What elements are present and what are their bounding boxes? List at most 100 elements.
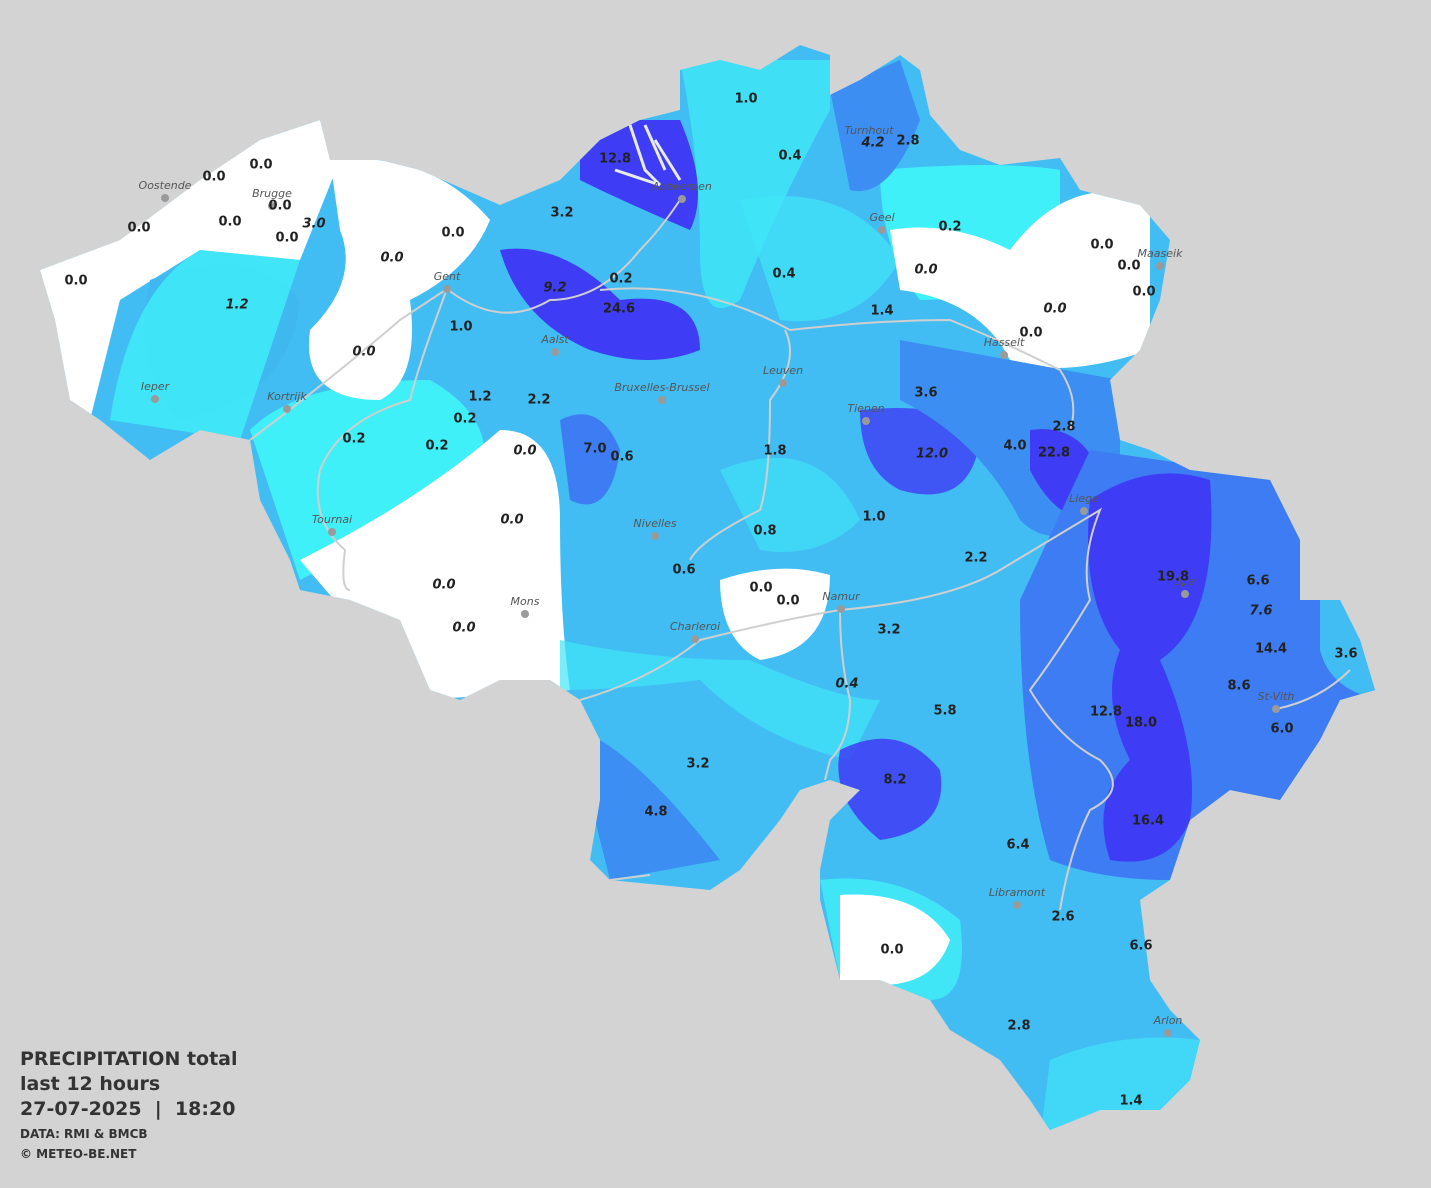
city-dot: [283, 405, 291, 413]
station-value: 2.6: [1051, 910, 1074, 925]
city-label: Ieper: [141, 380, 171, 393]
city-label: Liege: [1069, 492, 1099, 505]
city-dot: [651, 532, 659, 540]
city-label: Kortrijk: [267, 390, 307, 403]
city-label: Namur: [822, 590, 861, 603]
harbour: [614, 124, 682, 187]
station-value: 3.2: [686, 757, 709, 772]
station-value: 4.8: [644, 805, 667, 820]
station-value: 19.8: [1157, 570, 1189, 585]
station-value: 1.2: [468, 390, 491, 405]
city-dot: [268, 202, 276, 210]
station-value: 2.2: [964, 551, 987, 566]
station-value: 0.6: [672, 563, 695, 578]
station-value: 0.0: [275, 231, 298, 246]
city-dot: [151, 395, 159, 403]
city-dot: [862, 417, 870, 425]
station-value: 6.0: [1270, 722, 1293, 737]
station-value: 4.0: [1003, 439, 1026, 454]
station-value: 3.6: [1334, 647, 1357, 662]
city-label: Charleroi: [670, 620, 720, 633]
station-value: 0.0: [202, 170, 225, 185]
station-value: 0.6: [610, 450, 633, 465]
legend: PRECIPITATION total last 12 hours 27-07-…: [20, 1048, 238, 1161]
station-value: 4.2: [860, 136, 884, 151]
city-dot: [691, 635, 699, 643]
station-value: 0.0: [749, 581, 772, 596]
station-value: 3.0: [302, 217, 325, 232]
station-value: 0.2: [342, 432, 365, 447]
station-value: 8.2: [883, 773, 906, 788]
station-value: 12.8: [1090, 705, 1122, 720]
station-value: 6.6: [1129, 939, 1152, 954]
station-value: 12.0: [916, 447, 948, 462]
station-value: 0.0: [1117, 259, 1140, 274]
station-value: 7.0: [583, 442, 606, 457]
city-label: Oostende: [139, 179, 192, 192]
station-value: 3.2: [877, 623, 900, 638]
city-dot: [1000, 351, 1008, 359]
station-value: 0.0: [432, 578, 455, 593]
station-value: 0.0: [218, 215, 241, 230]
city-dot: [1013, 901, 1021, 909]
city-dot: [837, 605, 845, 613]
city-dot: [1164, 1029, 1172, 1037]
city-label: Nivelles: [633, 517, 676, 530]
city-label: Geel: [869, 211, 894, 224]
city-label: St-Vith: [1258, 690, 1295, 703]
station-value: 2.2: [527, 393, 550, 408]
stations: 0.0 0.0 0.0 0.0 0.0 0.0 3.0 0.0 0.0 0.0 1.2 0.0 12.8…: [64, 92, 1357, 1109]
station-value: 1.4: [870, 304, 893, 319]
station-value: 0.0: [352, 345, 375, 360]
city-label: Libramont: [989, 886, 1046, 899]
station-value: 2.8: [1007, 1019, 1030, 1034]
station-value: 0.0: [127, 221, 150, 236]
station-value: 1.4: [1119, 1094, 1142, 1109]
station-value: 0.4: [772, 267, 795, 282]
station-value: 3.2: [550, 206, 573, 221]
city-label: Tournai: [312, 513, 352, 526]
source: DATA: RMI & BMCB: [20, 1127, 148, 1141]
station-value: 12.8: [599, 152, 631, 167]
station-value: 0.0: [441, 226, 464, 241]
city-dot: [658, 396, 666, 404]
station-value: 0.0: [513, 444, 536, 459]
station-value: 0.4: [778, 149, 801, 164]
station-value: 0.0: [268, 199, 291, 214]
station-value: 3.6: [914, 386, 937, 401]
station-value: 24.6: [603, 302, 635, 317]
station-value: 0.0: [452, 621, 475, 636]
station-value: 0.0: [1043, 302, 1066, 317]
station-value: 0.0: [914, 263, 937, 278]
station-value: 1.0: [734, 92, 757, 107]
city-dot: [551, 348, 559, 356]
city-dot: [779, 379, 787, 387]
copyright: © METEO-BE.NET: [20, 1147, 137, 1161]
city-dot: [521, 610, 529, 618]
station-value: 0.0: [880, 943, 903, 958]
title: PRECIPITATION total: [20, 1048, 238, 1070]
city-label: Gent: [434, 270, 461, 283]
station-value: 8.6: [1227, 679, 1250, 694]
station-value: 1.0: [449, 320, 472, 335]
timestamp: 27-07-2025 | 18:20: [20, 1098, 235, 1120]
station-value: 0.0: [1132, 285, 1155, 300]
station-value: 1.0: [862, 510, 885, 525]
city-dot: [161, 194, 169, 202]
station-value: 0.0: [776, 594, 799, 609]
city-dot: [1080, 507, 1088, 515]
city-label: Spa: [1175, 575, 1196, 588]
station-value: 0.0: [500, 513, 523, 528]
city-label: Tienen: [847, 402, 884, 415]
station-value: 1.2: [225, 298, 248, 313]
station-value: 0.0: [64, 274, 87, 289]
station-value: 9.2: [543, 281, 566, 296]
city-label: Mons: [511, 595, 540, 608]
city-dot: [1181, 590, 1189, 598]
station-value: 0.0: [380, 251, 403, 266]
city-label: Bruxelles-Brussel: [614, 381, 709, 394]
city-dot: [678, 195, 686, 203]
city-dot: [878, 226, 886, 234]
city-label: Turnhout: [844, 124, 894, 137]
city-label: Aalst: [540, 333, 569, 346]
